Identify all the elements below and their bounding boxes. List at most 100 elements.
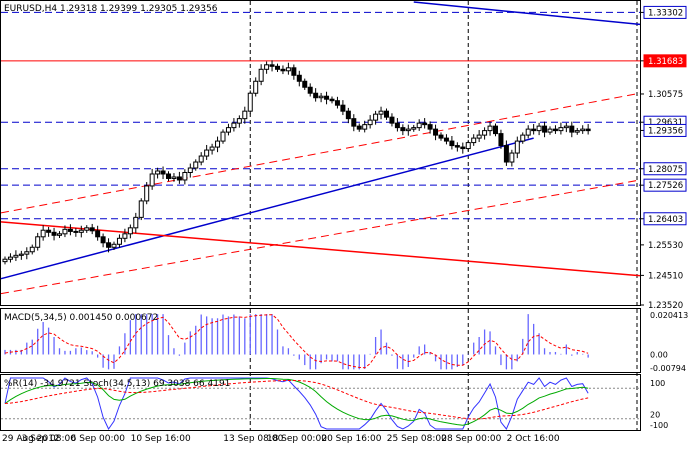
candle-body[interactable] — [389, 116, 395, 124]
candle-body[interactable] — [482, 130, 488, 136]
candle-body[interactable] — [193, 161, 199, 169]
candle-body[interactable] — [563, 125, 569, 129]
candle-body[interactable] — [378, 110, 384, 115]
candle-body[interactable] — [416, 122, 422, 129]
candle-body[interactable] — [285, 67, 291, 72]
candle-body[interactable] — [296, 74, 302, 82]
candle-body[interactable] — [438, 134, 444, 139]
candle-body[interactable] — [433, 128, 439, 136]
candle-body[interactable] — [585, 128, 591, 132]
candle-body[interactable] — [171, 176, 177, 179]
candle-body[interactable] — [345, 110, 351, 120]
candle-body[interactable] — [220, 131, 226, 142]
candle-body[interactable] — [525, 128, 531, 136]
candle-body[interactable] — [542, 125, 548, 133]
candle-body[interactable] — [460, 146, 466, 150]
candle-body[interactable] — [24, 251, 30, 255]
candle-body[interactable] — [144, 185, 150, 202]
candle-body[interactable] — [231, 122, 237, 129]
candle-body[interactable] — [89, 227, 95, 232]
candle-body[interactable] — [111, 243, 117, 248]
candle-body[interactable] — [536, 125, 542, 132]
candle-body[interactable] — [236, 118, 242, 124]
candle-body[interactable] — [493, 125, 498, 135]
candle-body[interactable] — [182, 171, 188, 181]
candle-body[interactable] — [247, 92, 253, 112]
candle-body[interactable] — [280, 68, 286, 72]
candle-body[interactable] — [487, 125, 493, 132]
candle-body[interactable] — [318, 95, 324, 99]
candle-body[interactable] — [187, 167, 193, 173]
candle-body[interactable] — [122, 233, 128, 239]
candle-body[interactable] — [313, 92, 319, 99]
candle-body[interactable] — [552, 128, 558, 132]
candle-body[interactable] — [166, 173, 171, 179]
candle-body[interactable] — [324, 95, 330, 100]
candle-body[interactable] — [35, 236, 41, 248]
candle-body[interactable] — [449, 140, 455, 147]
candle-body[interactable] — [569, 125, 575, 133]
candle-body[interactable] — [29, 246, 35, 253]
candle-body[interactable] — [269, 64, 275, 67]
candle-body[interactable] — [498, 133, 504, 147]
candle-body[interactable] — [62, 228, 68, 235]
candle-body[interactable] — [209, 146, 215, 151]
candle-body[interactable] — [405, 128, 411, 132]
candle-body[interactable] — [116, 237, 122, 245]
candle-body[interactable] — [127, 227, 133, 235]
candle-body[interactable] — [253, 80, 259, 94]
candle-body[interactable] — [476, 134, 482, 139]
candle-body[interactable] — [531, 128, 537, 132]
candle-body[interactable] — [275, 65, 280, 70]
macd-pane[interactable] — [0, 308, 641, 373]
candle-body[interactable] — [46, 229, 52, 233]
candle-body[interactable] — [574, 130, 580, 133]
candle-body[interactable] — [264, 64, 270, 70]
candle-body[interactable] — [509, 152, 515, 163]
candle-body[interactable] — [7, 256, 13, 260]
candle-body[interactable] — [514, 140, 520, 154]
candle-body[interactable] — [73, 230, 79, 233]
candle-body[interactable] — [443, 137, 449, 142]
candle-body[interactable] — [340, 104, 346, 112]
candle-body[interactable] — [155, 170, 161, 175]
candle-body[interactable] — [2, 258, 8, 263]
candle-body[interactable] — [78, 229, 84, 233]
candle-body[interactable] — [520, 134, 526, 142]
red-trendline[interactable] — [0, 221, 641, 277]
blue-trendline[interactable] — [413, 1, 641, 26]
candle-body[interactable] — [225, 127, 231, 133]
candle-body[interactable] — [176, 176, 182, 181]
candle-body[interactable] — [384, 110, 389, 118]
candle-body[interactable] — [373, 113, 379, 121]
candle-body[interactable] — [291, 67, 297, 76]
candle-body[interactable] — [471, 137, 477, 144]
candle-body[interactable] — [329, 98, 335, 102]
candle-body[interactable] — [242, 110, 248, 120]
oscillator-pane[interactable] — [0, 374, 641, 431]
candle-body[interactable] — [13, 254, 19, 258]
candle-body[interactable] — [302, 80, 308, 88]
candle-body[interactable] — [133, 216, 139, 229]
candle-body[interactable] — [427, 124, 433, 130]
candle-body[interactable] — [84, 227, 90, 231]
candle-body[interactable] — [400, 127, 406, 132]
candle-body[interactable] — [18, 253, 24, 256]
candle-body[interactable] — [362, 124, 368, 130]
candle-body[interactable] — [138, 200, 144, 218]
price-pane[interactable] — [0, 0, 641, 306]
candle-body[interactable] — [334, 100, 340, 106]
blue-trendline[interactable] — [0, 137, 534, 280]
candle-body[interactable] — [215, 140, 221, 148]
candle-body[interactable] — [465, 142, 471, 150]
candle-body[interactable] — [106, 242, 112, 248]
candle-body[interactable] — [149, 173, 155, 187]
candle-body[interactable] — [160, 170, 166, 175]
candle-body[interactable] — [198, 155, 204, 163]
candle-body[interactable] — [454, 145, 460, 148]
candle-body[interactable] — [547, 128, 553, 133]
red-trendline[interactable] — [0, 179, 641, 295]
candle-body[interactable] — [580, 128, 586, 132]
candle-body[interactable] — [57, 233, 62, 236]
